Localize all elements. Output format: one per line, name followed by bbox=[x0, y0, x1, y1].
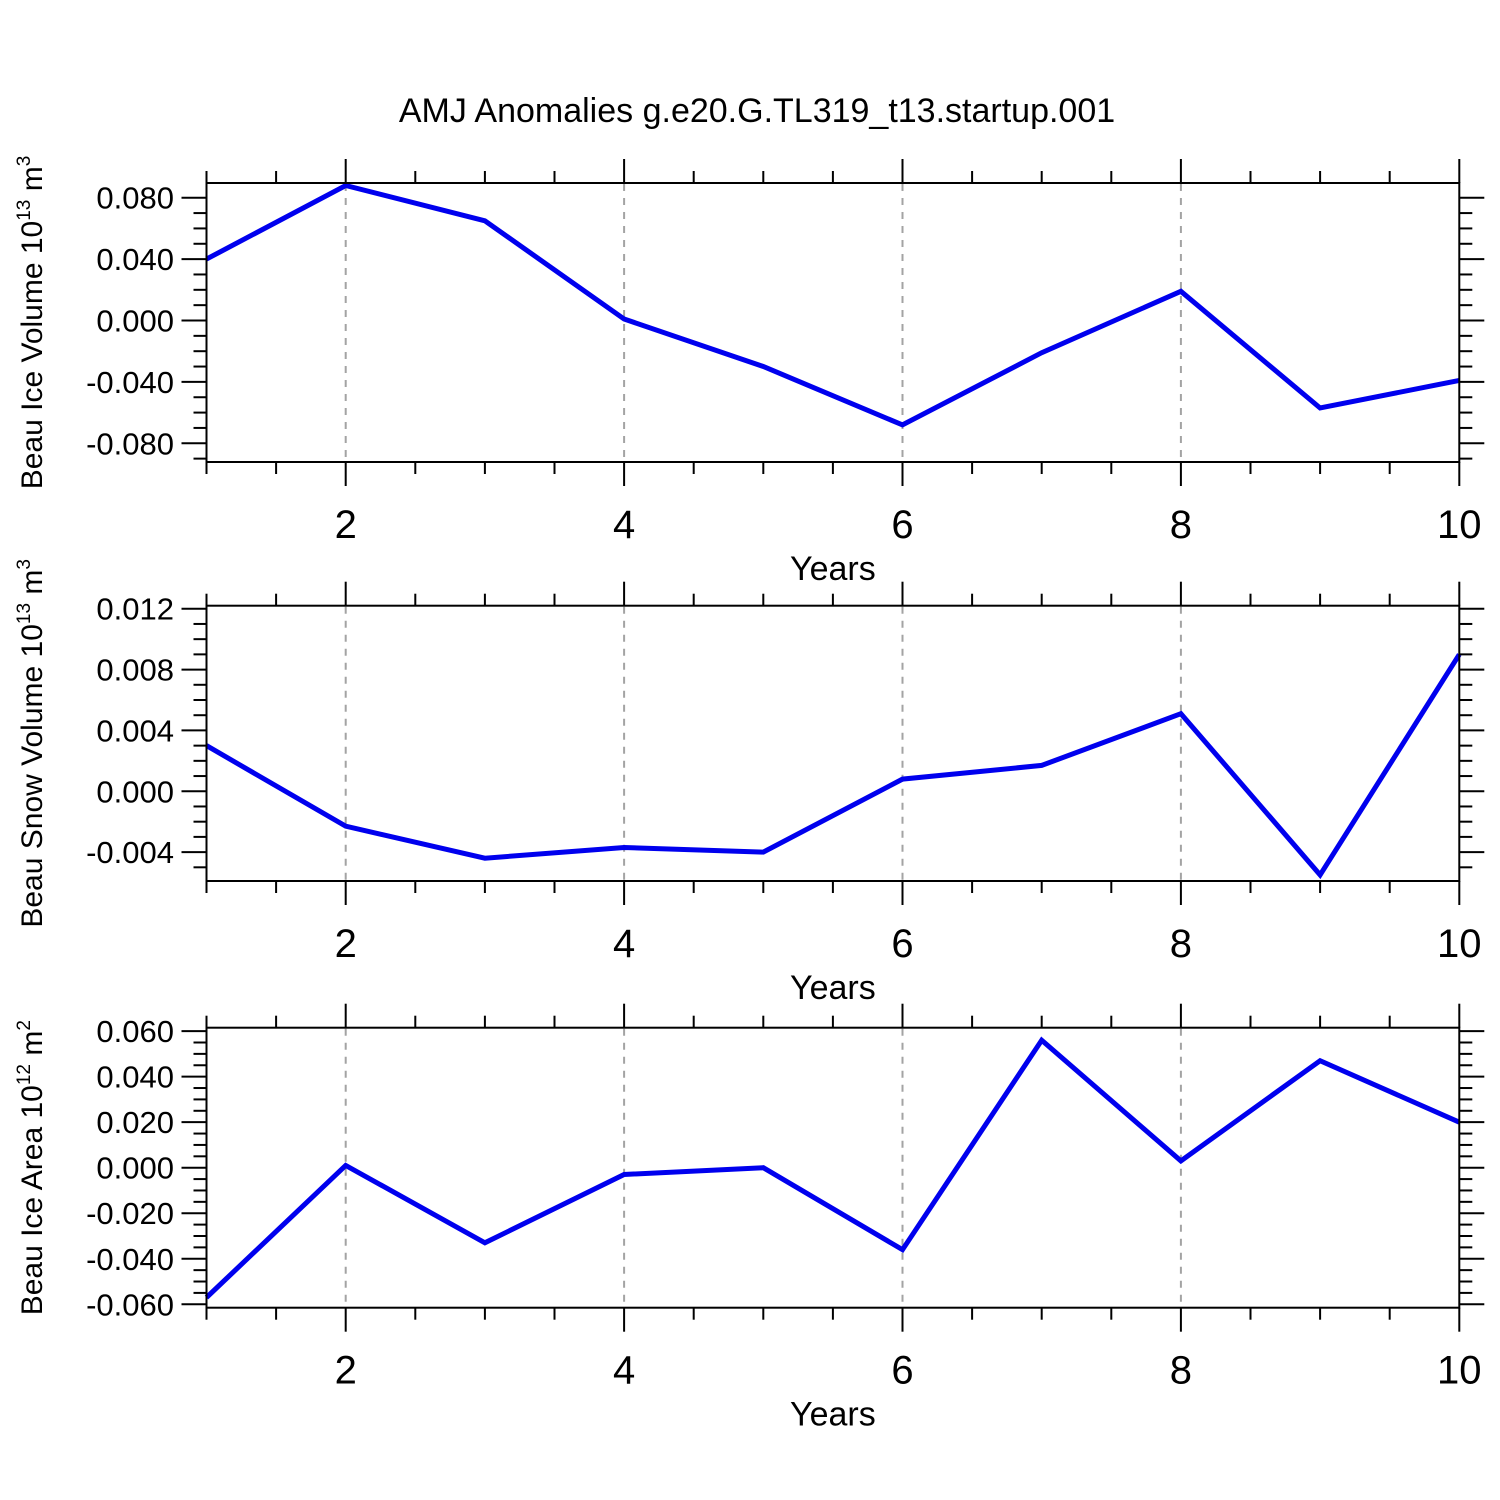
series-line-beau-ice-volume bbox=[205, 182, 1460, 428]
x-tick-label: 6 bbox=[891, 503, 913, 547]
y-axis-label-sup: 2 bbox=[14, 1020, 35, 1031]
y-tick-label: -0.060 bbox=[86, 1287, 174, 1322]
y-tick-label: 0.004 bbox=[96, 713, 174, 748]
y-tick-label: 0.008 bbox=[96, 653, 174, 688]
plot-frame bbox=[205, 182, 1461, 463]
x-tick-label: 2 bbox=[335, 1349, 357, 1393]
figure-title: AMJ Anomalies g.e20.G.TL319_t13.startup.… bbox=[399, 92, 1115, 130]
plot-frame bbox=[205, 1026, 1461, 1309]
x-tick-label: 10 bbox=[1437, 503, 1482, 547]
x-tick-label: 2 bbox=[335, 503, 357, 547]
x-tick-label: 6 bbox=[891, 1349, 913, 1393]
x-tick-label: 8 bbox=[1170, 922, 1192, 966]
y-axis-label-text: Beau Ice Volume 10 bbox=[16, 221, 49, 490]
x-tick-label: 4 bbox=[613, 503, 635, 547]
y-axis-label-text: m bbox=[16, 570, 49, 603]
x-tick-label: 6 bbox=[891, 922, 913, 966]
y-axis-label: Beau Snow Volume 1013 m3 bbox=[14, 559, 49, 928]
x-tick-label: 4 bbox=[613, 1349, 635, 1393]
y-axis-label-text: m bbox=[16, 166, 49, 199]
x-axis-label: Years bbox=[790, 1396, 876, 1434]
panel-beau-ice-volume: 0.080 0.040 0.000 -0.040 -0.080 2 4 6 8 10 Years Be… bbox=[14, 156, 1485, 588]
x-tick-label: 10 bbox=[1437, 1349, 1482, 1393]
y-axis-label-sup: 13 bbox=[14, 603, 35, 624]
y-tick-label: -0.004 bbox=[86, 835, 174, 870]
y-axis-label-sup: 13 bbox=[14, 200, 35, 221]
panel-beau-ice-area: 0.060 0.040 0.020 0.000 -0.020 -0.040 -0.060 2 4… bbox=[14, 1003, 1485, 1434]
y-axis-label: Beau Ice Volume 1013 m3 bbox=[14, 156, 49, 490]
y-tick-label: 0.040 bbox=[96, 242, 174, 277]
y-tick-label: 0.060 bbox=[96, 1014, 174, 1049]
y-tick-label: -0.040 bbox=[86, 365, 174, 400]
y-tick-label: -0.020 bbox=[86, 1196, 174, 1231]
y-axis-label-sup: 12 bbox=[14, 1064, 35, 1085]
x-axis-label: Years bbox=[790, 969, 876, 1007]
y-tick-label: 0.012 bbox=[96, 592, 174, 627]
y-axis-label-sup: 3 bbox=[14, 156, 35, 167]
y-axis-label-text: Beau Snow Volume 10 bbox=[16, 624, 49, 928]
y-tick-label: 0.000 bbox=[96, 1151, 174, 1186]
y-axis-label-text: m bbox=[16, 1031, 49, 1064]
y-tick-label: 0.000 bbox=[96, 304, 174, 339]
y-tick-label: 0.040 bbox=[96, 1060, 174, 1095]
x-tick-label: 8 bbox=[1170, 1349, 1192, 1393]
x-tick-label: 2 bbox=[335, 922, 357, 966]
y-axis-label-sup: 3 bbox=[14, 559, 35, 570]
panels-group: 0.080 0.040 0.000 -0.040 -0.080 2 4 6 8 10 Years Be… bbox=[14, 156, 1485, 1434]
panel-beau-snow-volume: 0.012 0.008 0.004 0.000 -0.004 2 4 6 8 10 Years Bea… bbox=[14, 559, 1485, 1007]
y-tick-label: 0.000 bbox=[96, 774, 174, 809]
x-axis-label: Years bbox=[790, 550, 876, 588]
y-axis-label: Beau Ice Area 1012 m2 bbox=[14, 1020, 49, 1315]
y-tick-label: -0.040 bbox=[86, 1242, 174, 1277]
y-tick-label: 0.020 bbox=[96, 1105, 174, 1140]
series-line-beau-snow-volume bbox=[205, 653, 1462, 880]
x-tick-label: 8 bbox=[1170, 503, 1192, 547]
y-tick-label: -0.080 bbox=[86, 426, 174, 461]
y-tick-label: 0.080 bbox=[96, 181, 174, 216]
y-axis-label-text: Beau Ice Area 10 bbox=[16, 1085, 49, 1315]
series-line-beau-ice-area bbox=[204, 1036, 1461, 1300]
x-tick-label: 4 bbox=[613, 922, 635, 966]
x-tick-label: 10 bbox=[1437, 922, 1482, 966]
